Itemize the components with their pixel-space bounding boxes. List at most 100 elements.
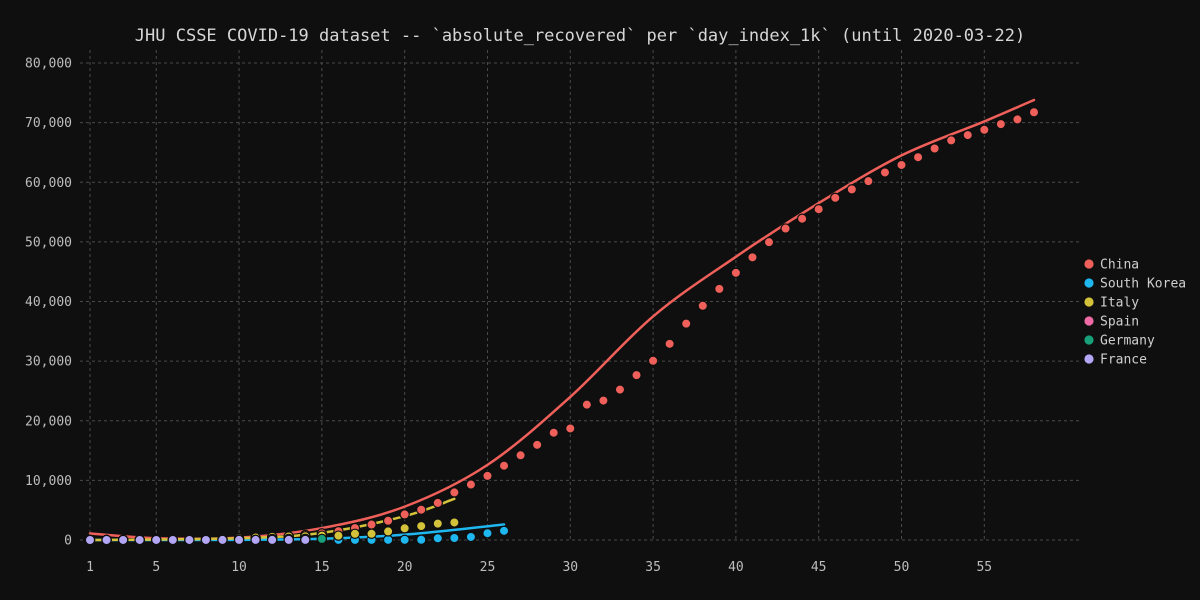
point-italy bbox=[349, 528, 361, 539]
point-china bbox=[482, 470, 493, 482]
legend-label-spain: Spain bbox=[1100, 315, 1139, 330]
x-tick-label: 40 bbox=[728, 560, 744, 575]
point-france bbox=[250, 534, 261, 546]
point-china bbox=[796, 213, 808, 224]
y-tick-label: 70,000 bbox=[25, 116, 72, 131]
legend-label-china: China bbox=[1100, 258, 1139, 273]
point-south-korea bbox=[482, 528, 493, 539]
point-france bbox=[84, 534, 96, 546]
point-china bbox=[449, 487, 460, 498]
x-tick-label: 55 bbox=[976, 560, 992, 575]
point-china bbox=[565, 423, 576, 434]
point-china bbox=[979, 124, 990, 135]
point-china bbox=[995, 118, 1007, 130]
point-south-korea bbox=[416, 534, 427, 545]
point-italy bbox=[333, 530, 344, 541]
point-china bbox=[465, 479, 477, 490]
point-china bbox=[780, 223, 791, 234]
y-tick-label: 10,000 bbox=[25, 474, 72, 489]
point-china bbox=[879, 167, 891, 178]
point-china bbox=[714, 283, 725, 295]
point-china bbox=[763, 236, 775, 248]
x-axis-ticks: 1 5 10 15 20 25 30 35 40 45 50 55 bbox=[86, 560, 992, 575]
point-china bbox=[432, 497, 443, 509]
point-france bbox=[151, 534, 162, 546]
x-tick-label: 10 bbox=[231, 560, 247, 575]
legend-marker-south-korea bbox=[1084, 278, 1094, 288]
point-france bbox=[266, 534, 278, 546]
y-tick-label: 0 bbox=[64, 534, 72, 549]
point-china bbox=[1012, 114, 1023, 125]
fit-lines bbox=[88, 98, 1036, 542]
point-germany bbox=[316, 533, 328, 545]
fit-line-china bbox=[88, 98, 1036, 541]
point-italy bbox=[399, 523, 410, 534]
point-france bbox=[134, 534, 145, 546]
x-tick-label: 35 bbox=[645, 560, 661, 575]
point-china bbox=[929, 143, 940, 154]
legend-marker-spain bbox=[1084, 316, 1094, 326]
point-china bbox=[515, 450, 526, 461]
point-south-korea bbox=[449, 532, 460, 544]
point-france bbox=[300, 534, 311, 546]
point-china bbox=[846, 184, 858, 195]
legend-marker-france bbox=[1084, 354, 1094, 364]
point-south-korea bbox=[498, 525, 510, 537]
point-italy bbox=[432, 518, 443, 529]
legend-marker-italy bbox=[1084, 297, 1094, 307]
legend-label-italy: Italy bbox=[1100, 296, 1139, 311]
x-tick-label: 5 bbox=[152, 560, 160, 575]
point-south-korea bbox=[432, 533, 443, 544]
x-tick-label: 45 bbox=[811, 560, 827, 575]
point-china bbox=[681, 318, 692, 329]
point-france bbox=[101, 534, 112, 546]
point-france bbox=[233, 534, 245, 546]
legend-label-germany: Germany bbox=[1100, 334, 1155, 349]
point-china bbox=[1028, 107, 1040, 118]
point-china bbox=[598, 395, 609, 406]
x-tick-label: 30 bbox=[562, 560, 578, 575]
y-axis-ticks: 0 10,000 20,000 30,000 40,000 50,000 60,000 70,… bbox=[25, 57, 72, 549]
y-tick-label: 20,000 bbox=[25, 414, 72, 429]
y-tick-label: 60,000 bbox=[25, 176, 72, 191]
point-italy bbox=[416, 520, 427, 532]
point-china bbox=[631, 369, 642, 381]
point-china bbox=[813, 204, 824, 215]
point-china bbox=[382, 515, 394, 527]
y-tick-label: 50,000 bbox=[25, 235, 72, 250]
point-south-korea bbox=[399, 534, 410, 546]
point-china bbox=[498, 460, 510, 471]
point-china bbox=[830, 192, 841, 204]
legend: China South Korea Italy Spain Germany France bbox=[1084, 258, 1186, 368]
y-tick-label: 40,000 bbox=[25, 295, 72, 310]
point-china bbox=[531, 439, 543, 451]
point-china bbox=[416, 504, 427, 515]
grid bbox=[80, 50, 1080, 541]
point-china bbox=[581, 399, 593, 410]
y-tick-label: 30,000 bbox=[25, 355, 72, 370]
point-italy bbox=[366, 528, 377, 539]
legend-label-france: France bbox=[1100, 353, 1147, 368]
point-china bbox=[962, 129, 973, 141]
point-china bbox=[664, 338, 675, 350]
point-china bbox=[945, 135, 957, 146]
legend-marker-china bbox=[1084, 259, 1094, 269]
legend-marker-germany bbox=[1084, 335, 1094, 345]
point-france bbox=[200, 534, 212, 546]
point-italy bbox=[382, 526, 394, 537]
point-china bbox=[697, 300, 708, 311]
point-france bbox=[117, 534, 129, 546]
point-china bbox=[863, 175, 874, 187]
point-france bbox=[217, 534, 228, 546]
legend-label-south-korea: South Korea bbox=[1100, 277, 1186, 292]
chart-title: JHU CSSE COVID-19 dataset -- `absolute_r… bbox=[135, 26, 1025, 46]
point-south-korea bbox=[465, 531, 477, 543]
point-china bbox=[647, 355, 659, 367]
point-france bbox=[283, 534, 294, 546]
x-tick-label: 15 bbox=[314, 560, 330, 575]
x-tick-label: 25 bbox=[480, 560, 496, 575]
point-china bbox=[730, 267, 742, 279]
point-china bbox=[896, 159, 907, 171]
x-tick-label: 1 bbox=[86, 560, 94, 575]
